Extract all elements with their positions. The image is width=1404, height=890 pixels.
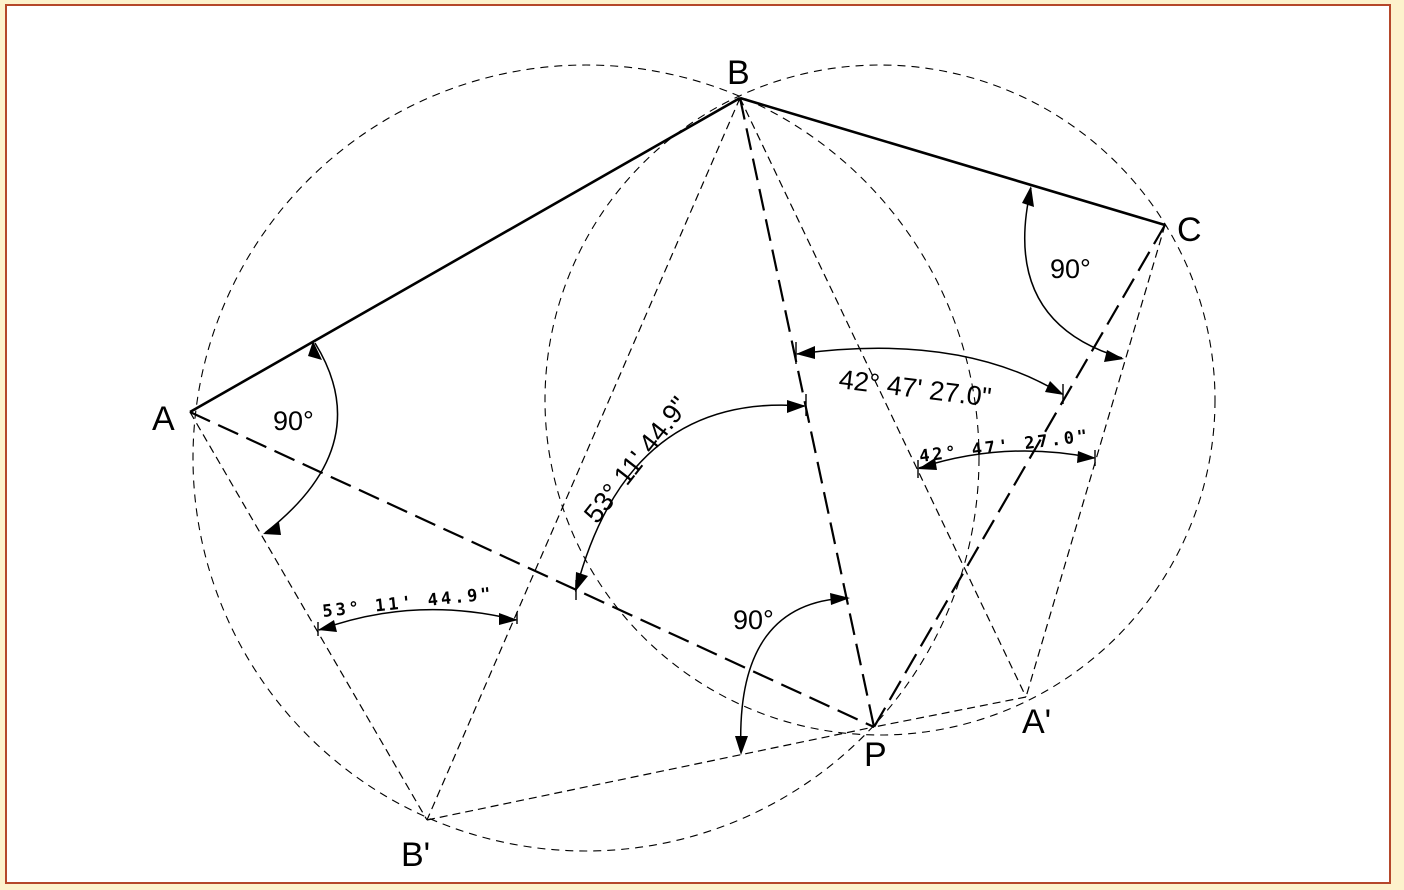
line-A-B — [189, 96, 741, 414]
line-C-Aprime — [1025, 224, 1166, 698]
line-Aprime-P — [873, 696, 1027, 728]
point-label-B-prime: B' — [401, 836, 430, 874]
point-label-A: A — [152, 400, 175, 438]
angle-arc-BPC — [796, 347, 1063, 395]
angle-arc-Aprime — [918, 450, 1095, 469]
angle-label-P: 90° — [733, 605, 774, 635]
line-B-C — [739, 96, 1166, 227]
point-label-B: B — [727, 54, 750, 92]
point-label-A-prime: A' — [1022, 703, 1051, 741]
arrowhead — [318, 620, 337, 632]
line-Bprime-P — [426, 726, 875, 821]
line-B-Bprime — [426, 97, 741, 821]
angle-arc-C — [1024, 187, 1123, 359]
line-B-Aprime — [739, 97, 1027, 698]
angle-label-Aprime: 42° 47' 27.0" — [918, 426, 1091, 467]
arrowhead — [1104, 350, 1124, 362]
angle-label-Bprime: 53° 11' 44.9" — [321, 584, 494, 622]
point-label-C: C — [1177, 211, 1202, 249]
line-B-P — [738, 97, 876, 728]
arrowhead — [1077, 451, 1096, 463]
line-A-Bprime — [189, 411, 428, 821]
line-A-P — [189, 411, 875, 728]
arrowhead — [1045, 381, 1064, 395]
line-C-P — [873, 224, 1166, 728]
arrowhead — [796, 346, 815, 359]
point-label-P: P — [864, 736, 887, 774]
arrowhead — [918, 458, 937, 470]
arrowhead — [735, 736, 748, 755]
arrowhead — [499, 613, 518, 625]
arrowhead — [830, 593, 850, 605]
arrowhead — [575, 572, 588, 592]
arrowhead — [1022, 186, 1034, 207]
arrowhead — [263, 522, 281, 535]
angle-arc-Bprime — [318, 608, 517, 631]
arrowhead — [787, 400, 806, 413]
angle-arc-P — [739, 597, 849, 753]
circle-through-A-B-P — [192, 64, 980, 852]
angle-label-APB: 53° 11' 44.9" — [578, 391, 695, 529]
angle-label-C: 90° — [1050, 254, 1091, 284]
angle-label-A: 90° — [273, 406, 314, 436]
circle-through-B-C-P — [544, 64, 1216, 736]
arrowhead — [308, 341, 322, 360]
diagram-frame — [5, 4, 1391, 884]
angle-arc-APB — [575, 404, 805, 591]
angle-arc-A — [264, 342, 339, 534]
